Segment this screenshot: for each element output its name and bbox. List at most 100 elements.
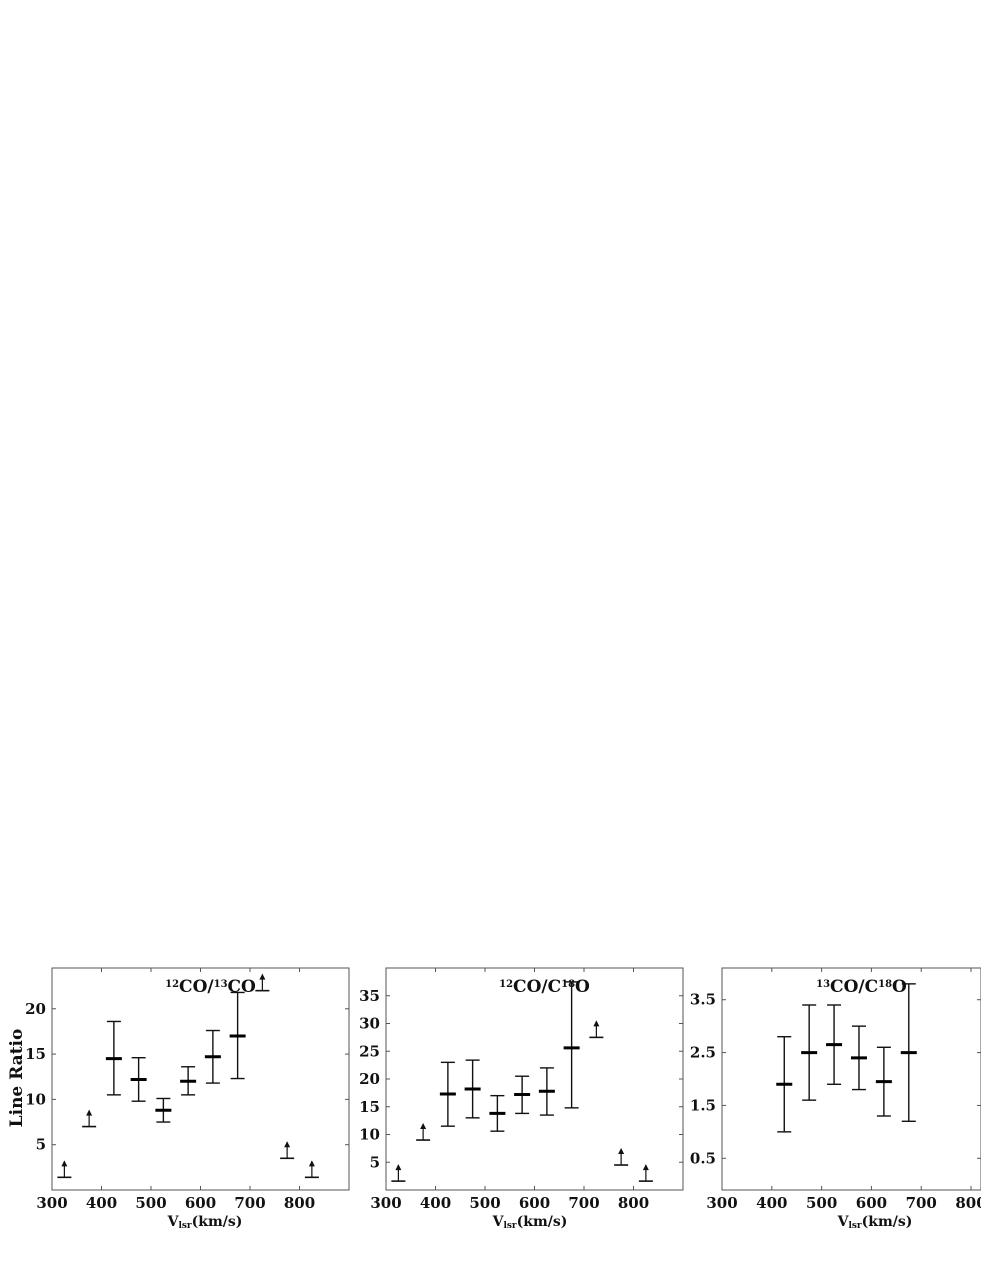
x-tick-label: 400 bbox=[86, 1194, 117, 1212]
plot-frame bbox=[721, 967, 981, 1191]
lower-limit-marker bbox=[255, 973, 270, 992]
x-axis-label-1: Vlsr(km/s) bbox=[167, 1214, 243, 1231]
title-superscript: 12 bbox=[165, 979, 179, 990]
y-tick-label: 20 bbox=[359, 1070, 380, 1088]
data-point bbox=[130, 1057, 147, 1102]
y-tick-label: 2.5 bbox=[690, 1044, 716, 1062]
lower-limit-marker bbox=[391, 1164, 406, 1182]
data-point bbox=[489, 1094, 506, 1132]
y-tick-label: 15 bbox=[359, 1098, 380, 1116]
title-text: CO bbox=[228, 977, 257, 997]
svg-text:Vlsr(km/s): Vlsr(km/s) bbox=[492, 1214, 568, 1231]
data-point bbox=[155, 1097, 172, 1123]
y-tick-label: 10 bbox=[359, 1126, 380, 1144]
x-tick-label: 800 bbox=[618, 1194, 649, 1212]
data-point bbox=[563, 981, 580, 1109]
x-axis-label-2: Vlsr(km/s) bbox=[492, 1214, 568, 1231]
x-tick-label: 300 bbox=[706, 1194, 737, 1212]
plot-frame bbox=[385, 967, 684, 1191]
x-tick-label: 700 bbox=[906, 1194, 937, 1212]
panel-13co-c18o: 300 400 500 600 700 800 0.5 1.5 2.5 3.5 13CO/C18O bbox=[690, 967, 981, 1212]
x-tick-label: 700 bbox=[234, 1194, 265, 1212]
x-tick-label: 600 bbox=[519, 1194, 550, 1212]
data-point bbox=[204, 1029, 221, 1084]
y-tick-label: 5 bbox=[36, 1136, 46, 1154]
limit-arrow-head bbox=[618, 1148, 625, 1155]
x-label-sub: lsr bbox=[178, 1221, 191, 1231]
title-text: O bbox=[575, 977, 590, 997]
title-text: CO/C bbox=[513, 977, 561, 997]
y-axis-label: Line Ratio bbox=[7, 1029, 27, 1128]
limit-arrow-head bbox=[420, 1123, 427, 1130]
x-axis-label-3: Vlsr(km/s) bbox=[837, 1214, 913, 1231]
plot-frame bbox=[51, 967, 350, 1191]
y-tick-label: 3.5 bbox=[690, 991, 716, 1009]
limit-arrow-head bbox=[395, 1164, 402, 1171]
y-tick-label: 10 bbox=[25, 1090, 46, 1108]
data-point bbox=[850, 1025, 867, 1091]
title-superscript: 18 bbox=[878, 979, 892, 990]
lower-limit-marker bbox=[638, 1164, 653, 1182]
data-point bbox=[801, 1004, 818, 1101]
lower-limit-marker bbox=[589, 1020, 604, 1039]
lower-limit-marker bbox=[82, 1109, 97, 1128]
x-tick-label: 500 bbox=[469, 1194, 500, 1212]
title-superscript: 18 bbox=[561, 979, 575, 990]
x-tick-label: 600 bbox=[856, 1194, 887, 1212]
data-point bbox=[875, 1046, 892, 1117]
y-tick-label: 30 bbox=[359, 1015, 380, 1033]
x-label-units: (km/s) bbox=[517, 1214, 568, 1230]
limit-arrow-head bbox=[61, 1160, 68, 1167]
lower-limit-marker bbox=[304, 1160, 319, 1179]
data-point bbox=[514, 1075, 531, 1115]
data-point bbox=[464, 1059, 481, 1119]
lower-limit-marker bbox=[57, 1160, 72, 1179]
title-superscript: 13 bbox=[214, 979, 228, 990]
y-tick-label: 25 bbox=[359, 1042, 380, 1060]
title-text: CO/C bbox=[830, 977, 878, 997]
data-point bbox=[776, 1036, 793, 1133]
data-point bbox=[826, 1004, 843, 1085]
x-tick-label: 800 bbox=[955, 1194, 981, 1212]
x-tick-label: 400 bbox=[420, 1194, 451, 1212]
x-tick-label: 400 bbox=[756, 1194, 787, 1212]
x-label-main: V bbox=[837, 1214, 850, 1230]
svg-text:Vlsr(km/s): Vlsr(km/s) bbox=[837, 1214, 913, 1231]
y-tick-label: 1.5 bbox=[690, 1096, 716, 1114]
y-tick-label: 35 bbox=[359, 987, 380, 1005]
lower-limit-marker bbox=[614, 1148, 629, 1166]
title-superscript: 12 bbox=[499, 979, 513, 990]
y-tick-label: 20 bbox=[25, 1000, 46, 1018]
x-label-sub: lsr bbox=[503, 1221, 516, 1231]
y-tick-label: 0.5 bbox=[690, 1149, 716, 1167]
limit-arrow-head bbox=[86, 1109, 93, 1116]
lower-limit-marker bbox=[280, 1141, 295, 1160]
lower-limit-marker bbox=[416, 1123, 431, 1141]
panel-title: 12CO/C18O bbox=[499, 977, 590, 997]
x-tick-label: 700 bbox=[568, 1194, 599, 1212]
x-tick-label: 500 bbox=[806, 1194, 837, 1212]
title-superscript: 13 bbox=[816, 979, 830, 990]
title-text: O bbox=[892, 977, 907, 997]
data-point bbox=[439, 1061, 456, 1127]
panel-title: 13CO/C18O bbox=[816, 977, 907, 997]
x-tick-label: 300 bbox=[370, 1194, 401, 1212]
x-label-main: V bbox=[167, 1214, 180, 1230]
limit-arrow-head bbox=[284, 1141, 291, 1148]
limit-arrow-head bbox=[308, 1160, 315, 1167]
x-label-sub: lsr bbox=[848, 1221, 861, 1231]
x-tick-label: 800 bbox=[284, 1194, 315, 1212]
y-tick-label: 15 bbox=[25, 1045, 46, 1063]
limit-arrow-head bbox=[259, 973, 266, 980]
data-point bbox=[900, 983, 917, 1122]
x-tick-label: 300 bbox=[36, 1194, 67, 1212]
svg-text:Vlsr(km/s): Vlsr(km/s) bbox=[167, 1214, 243, 1231]
data-point bbox=[105, 1020, 122, 1096]
title-text: CO/ bbox=[179, 977, 214, 997]
limit-arrow-head bbox=[593, 1020, 600, 1027]
data-point bbox=[229, 991, 246, 1080]
data-point bbox=[538, 1067, 555, 1116]
panel-12co-c18o: 300 400 500 600 700 800 5 10 15 20 25 30 35 12CO/C18O bbox=[359, 967, 684, 1212]
limit-arrow-head bbox=[642, 1164, 649, 1171]
